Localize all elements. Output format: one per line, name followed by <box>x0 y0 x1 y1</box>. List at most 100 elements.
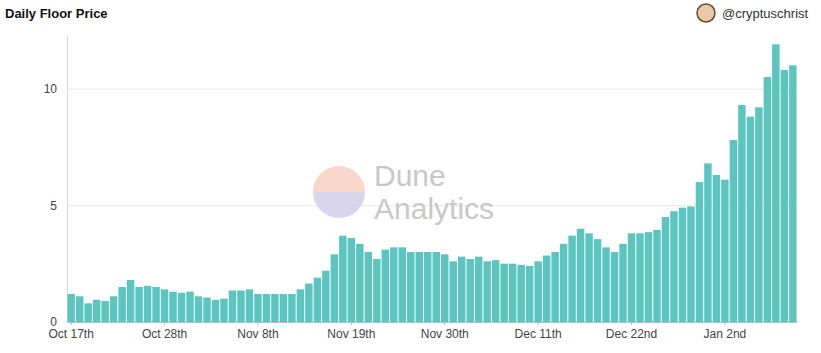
bar <box>534 261 541 322</box>
bar <box>611 252 618 322</box>
chart: Daily Floor Price@cryptuschrist0510DuneA… <box>0 0 821 353</box>
bar <box>84 303 91 322</box>
bar <box>178 293 185 322</box>
bar <box>390 247 397 322</box>
bar <box>713 175 720 322</box>
bar <box>67 294 74 322</box>
bar <box>730 140 737 322</box>
y-tick-label: 5 <box>50 199 57 213</box>
bar <box>331 254 338 322</box>
x-tick: Nov 8th <box>237 322 278 341</box>
bar <box>696 182 703 322</box>
bar <box>687 207 694 323</box>
x-tick-mark <box>631 322 632 325</box>
bar <box>670 211 677 322</box>
bar <box>254 294 261 322</box>
bar <box>789 65 796 322</box>
x-axis: Oct 17th Oct 28th Nov 8th Nov 19th Nov 30th D… <box>48 322 797 341</box>
bar <box>645 232 652 322</box>
x-tick-mark <box>351 322 352 325</box>
bar <box>755 107 762 322</box>
bar <box>475 257 482 322</box>
bar <box>152 287 159 322</box>
y-tick-label: 10 <box>44 82 58 96</box>
x-tick: Jan 2nd <box>704 322 747 341</box>
bar <box>441 254 448 322</box>
x-tick: Dec 11th <box>515 322 562 341</box>
bar <box>653 230 660 322</box>
bar <box>764 77 771 322</box>
bar <box>551 252 558 322</box>
bar <box>602 247 609 322</box>
x-tick-mark <box>257 322 258 325</box>
y-axis-line <box>67 36 68 323</box>
bar <box>348 238 355 322</box>
x-tick-label: Oct 17th <box>48 327 93 341</box>
bar <box>424 252 431 322</box>
watermark: Dune <box>374 159 446 192</box>
bar <box>399 247 406 322</box>
bar <box>619 244 626 322</box>
bar <box>628 233 635 322</box>
bar <box>229 291 236 323</box>
title: Daily Floor Price <box>5 6 108 21</box>
bar <box>169 292 176 322</box>
watermark-logo <box>313 166 365 218</box>
bars <box>67 44 796 322</box>
x-tick-mark <box>71 322 72 325</box>
x-tick-mark <box>724 322 725 325</box>
bar <box>263 294 270 322</box>
x-tick-label: Dec 11th <box>515 327 562 341</box>
bar <box>577 229 584 322</box>
x-tick: Oct 28th <box>142 322 187 341</box>
bar <box>585 233 592 322</box>
x-tick-label: Dec 22nd <box>606 327 657 341</box>
x-tick-label: Oct 28th <box>142 327 187 341</box>
x-tick-label: Jan 2nd <box>704 327 747 341</box>
y-tick: 10 <box>44 82 797 96</box>
bar <box>314 278 321 322</box>
y-axis: 0510 <box>44 36 797 330</box>
bar <box>297 289 304 322</box>
bar <box>186 292 193 322</box>
bar <box>110 296 117 322</box>
grid-line <box>67 89 797 90</box>
bar <box>433 252 440 322</box>
bar <box>407 252 414 322</box>
bar <box>127 280 134 322</box>
x-tick-label: Nov 19th <box>327 327 375 341</box>
bar <box>365 252 372 322</box>
x-axis-line <box>68 322 798 323</box>
bar <box>568 236 575 322</box>
bar <box>492 260 499 322</box>
x-tick: Oct 17th <box>48 322 93 341</box>
bar <box>662 217 669 322</box>
bar <box>704 163 711 322</box>
x-tick-label: Nov 30th <box>421 327 469 341</box>
bar <box>373 259 380 322</box>
bar <box>781 70 788 322</box>
bar <box>382 250 389 322</box>
bar <box>305 284 312 323</box>
x-tick: Dec 22nd <box>606 322 657 341</box>
bar <box>195 296 202 322</box>
avatar <box>697 4 715 22</box>
bar <box>356 244 363 322</box>
bar <box>458 257 465 322</box>
bar <box>203 298 210 323</box>
bar <box>161 289 168 322</box>
x-tick-mark <box>538 322 539 325</box>
attribution: @cryptuschrist <box>722 6 809 21</box>
bar <box>288 294 295 322</box>
bar <box>144 286 151 322</box>
bar <box>93 300 100 322</box>
bar <box>738 105 745 322</box>
bar <box>101 301 108 322</box>
bar <box>721 180 728 322</box>
bar <box>118 287 125 322</box>
bar <box>220 299 227 322</box>
bar <box>543 256 550 323</box>
x-tick-label: Nov 8th <box>237 327 278 341</box>
bar <box>560 244 567 322</box>
bar <box>339 236 346 322</box>
